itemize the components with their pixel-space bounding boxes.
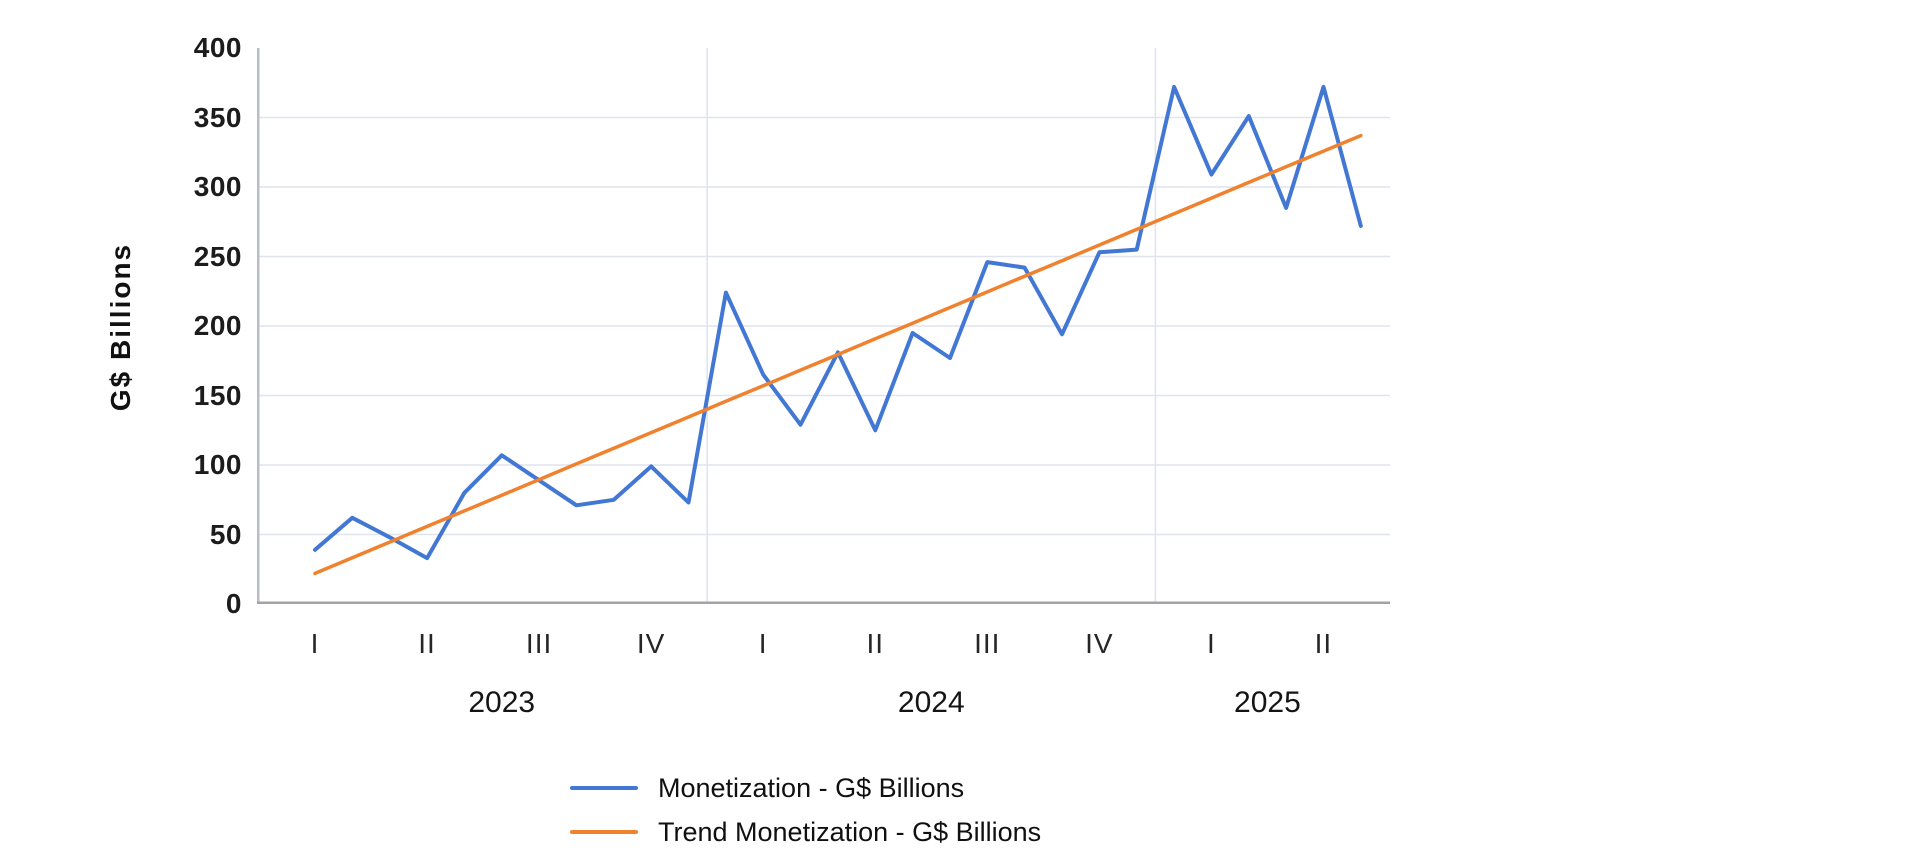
x-axis-year-label-2023: 2023 bbox=[468, 686, 536, 719]
y-tick-label-0: 0 bbox=[225, 588, 242, 619]
legend-line-swatch-trend bbox=[570, 830, 638, 834]
x-tick-label-quarter: I bbox=[1207, 628, 1216, 659]
x-tick-label-quarter: II bbox=[1314, 628, 1333, 659]
y-tick-label-250: 250 bbox=[193, 240, 242, 272]
legend-label-trend-monetization: Trend Monetization - G$ Billions bbox=[658, 816, 1042, 847]
x-tick-label-quarter: IV bbox=[636, 628, 666, 659]
legend-item-monetization: Monetization - G$ Billions bbox=[570, 766, 1041, 810]
x-tick-label-quarter: I bbox=[758, 628, 768, 659]
legend: Monetization - G$ Billions Trend Monetiz… bbox=[570, 766, 1041, 854]
y-tick-label-150: 150 bbox=[193, 379, 242, 411]
legend-item-trend-monetization: Trend Monetization - G$ Billions bbox=[570, 810, 1041, 854]
x-tick-label-quarter: I bbox=[310, 628, 320, 659]
legend-line-swatch-monetization bbox=[570, 786, 638, 790]
y-tick-label-200: 200 bbox=[193, 310, 242, 341]
legend-label-monetization: Monetization - G$ Billions bbox=[658, 772, 965, 803]
monetization-line bbox=[313, 84, 1363, 561]
x-tick-label-quarter: II bbox=[418, 628, 436, 659]
x-axis-year-label-2025: 2025 bbox=[1234, 686, 1301, 719]
y-tick-label-400: 400 bbox=[193, 32, 242, 63]
x-tick-label-quarter: III bbox=[974, 628, 1001, 659]
y-tick-label-350: 350 bbox=[193, 101, 242, 133]
trend-monetization-line bbox=[313, 133, 1363, 576]
y-tick-label-100: 100 bbox=[193, 449, 242, 480]
y-tick-label-50: 50 bbox=[209, 518, 242, 550]
x-tick-label-quarter: II bbox=[866, 628, 885, 659]
x-tick-label-quarter: IV bbox=[1085, 628, 1114, 659]
line-chart-svg bbox=[257, 48, 1390, 604]
x-tick-label-quarter: III bbox=[525, 628, 553, 659]
plot-area bbox=[257, 48, 1390, 604]
y-tick-label-300: 300 bbox=[193, 171, 242, 202]
x-axis-year-label-2024: 2024 bbox=[897, 686, 965, 719]
